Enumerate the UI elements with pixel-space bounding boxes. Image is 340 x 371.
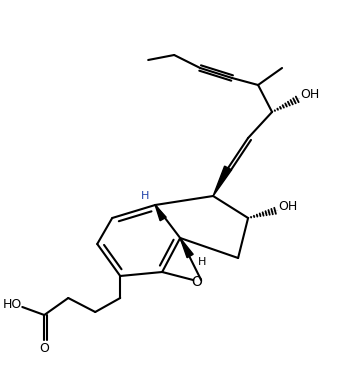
Polygon shape xyxy=(155,205,166,221)
Text: O: O xyxy=(39,341,49,355)
Polygon shape xyxy=(180,238,193,258)
Text: HO: HO xyxy=(3,298,22,311)
Polygon shape xyxy=(213,166,232,196)
Text: H: H xyxy=(141,191,149,201)
Text: O: O xyxy=(192,275,203,289)
Text: OH: OH xyxy=(301,88,320,101)
Text: OH: OH xyxy=(278,200,298,213)
Text: H: H xyxy=(198,257,206,267)
